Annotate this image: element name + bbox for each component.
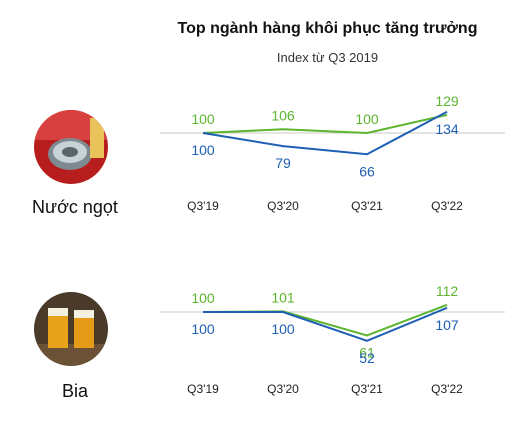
data-label: 100	[191, 111, 215, 127]
data-label: 66	[359, 163, 375, 179]
data-label: 134	[435, 121, 459, 137]
chart-title: Top ngành hàng khôi phục tăng trưởng	[177, 20, 478, 37]
beer-glass-icon	[34, 292, 108, 366]
chart-subtitle: Index từ Q3 2019	[276, 50, 379, 65]
data-label: 61	[359, 344, 375, 360]
data-label: 100	[355, 111, 379, 127]
soda-can-icon	[34, 110, 108, 184]
data-label: 106	[271, 107, 295, 123]
series-line-green	[202, 303, 448, 337]
x-tick-label: Q3'22	[431, 382, 463, 396]
data-label: 101	[271, 289, 295, 305]
x-tick-label: Q3'20	[267, 382, 299, 396]
x-tick-label: Q3'21	[351, 382, 383, 396]
data-label: 112	[436, 283, 459, 299]
data-label: 100	[271, 321, 295, 337]
x-tick-label: Q3'22	[431, 199, 463, 213]
series-line-blue	[203, 306, 448, 342]
data-label: 107	[435, 317, 459, 333]
x-tick-label: Q3'19	[187, 382, 219, 396]
category-label-beer: Bia	[61, 381, 88, 401]
data-label: 100	[191, 321, 215, 337]
data-label: 129	[435, 93, 459, 109]
series-line-green	[202, 113, 448, 135]
data-label: 52	[359, 350, 375, 366]
data-label: 100	[191, 290, 215, 306]
category-label-soft-drinks: Nước ngọt	[32, 197, 118, 217]
data-label: 79	[275, 155, 291, 171]
x-tick-label: Q3'21	[351, 199, 383, 213]
x-tick-label: Q3'19	[187, 199, 219, 213]
data-label: 100	[191, 142, 215, 158]
x-tick-label: Q3'20	[267, 199, 299, 213]
series-line-blue	[202, 110, 448, 156]
